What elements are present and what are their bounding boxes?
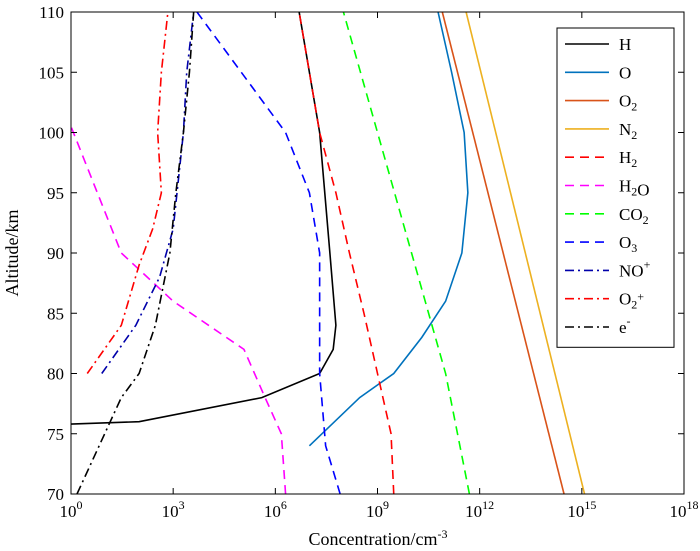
legend-label-part: NO — [619, 261, 644, 280]
x-tick-base: 10 — [465, 502, 482, 521]
series-line-2 — [441, 12, 565, 494]
legend-label-part: H — [619, 177, 631, 196]
legend-label-part: + — [644, 257, 651, 271]
legend-box — [556, 27, 675, 348]
legend-label-part: 2 — [631, 156, 637, 170]
legend-label: O2 — [619, 92, 637, 114]
legend-label: H2O — [619, 177, 650, 200]
legend-label-part: CO — [619, 205, 643, 224]
series-line-8 — [101, 12, 195, 374]
legend-label-part: O — [619, 92, 631, 111]
y-tick-label: 105 — [39, 63, 65, 82]
legend-label: O — [619, 63, 631, 82]
x-tick-base: 10 — [567, 502, 584, 521]
legend-label-part: 3 — [631, 241, 637, 255]
axes-layer: 100 103 106 109 1012 1015 10187075808590951001… — [39, 3, 699, 521]
x-tick-exponent: 6 — [281, 498, 287, 512]
x-tick-exponent: 0 — [77, 498, 83, 512]
x-tick-exponent: 9 — [383, 498, 389, 512]
legend-label-part: O — [637, 181, 649, 200]
x-tick-label: 103 — [162, 498, 185, 521]
x-axis-label: Concentration/cm-3 — [309, 527, 448, 549]
x-tick-base: 10 — [162, 502, 179, 521]
series-line-7 — [196, 12, 341, 494]
x-tick-label: 1018 — [670, 498, 699, 521]
x-tick-label: 1015 — [567, 498, 596, 521]
legend-label: N2 — [619, 120, 637, 142]
legend-label: O3 — [619, 233, 637, 255]
legend-label-part: - — [627, 314, 631, 328]
legend-label: NO+ — [619, 257, 651, 280]
y-tick-label: 85 — [47, 304, 64, 323]
x-tick-base: 10 — [60, 502, 77, 521]
legend-label: CO2 — [619, 205, 649, 227]
series-line-1 — [308, 12, 469, 447]
y-tick-label: 75 — [47, 425, 64, 444]
legend-label-part: H — [619, 148, 631, 167]
y-tick-label: 90 — [47, 244, 64, 263]
series-line-0 — [71, 12, 337, 425]
x-axis-label-text: Concentration/cm — [309, 529, 438, 549]
series-line-4 — [298, 12, 395, 494]
x-tick-label: 109 — [366, 498, 389, 521]
legend-label: e- — [619, 314, 631, 337]
legend-label-part: 2 — [631, 100, 637, 114]
y-axis-label: Altitude/km — [2, 210, 22, 297]
legend-label-part: O — [619, 290, 631, 309]
x-tick-label: 100 — [60, 498, 83, 521]
x-tick-label: 1012 — [465, 498, 494, 521]
y-tick-label: 70 — [47, 485, 64, 504]
series-line-6 — [342, 12, 471, 494]
y-tick-label: 95 — [47, 184, 64, 203]
legend-label-part: N — [619, 120, 631, 139]
x-tick-label: 106 — [264, 498, 287, 521]
legend-label-part: H — [619, 35, 631, 54]
x-tick-base: 10 — [366, 502, 383, 521]
x-axis-label-superscript: -3 — [437, 527, 447, 541]
legend-label-part: 2 — [631, 185, 637, 199]
y-tick-label: 80 — [47, 365, 64, 384]
legend-label-part: 2 — [631, 298, 637, 312]
x-tick-exponent: 3 — [179, 498, 185, 512]
legend-label-part: O — [619, 233, 631, 252]
series-line-10 — [76, 12, 195, 494]
x-tick-exponent: 15 — [584, 498, 596, 512]
legend-label: H2 — [619, 148, 637, 170]
legend-label-part: + — [637, 290, 644, 304]
x-tick-exponent: 12 — [482, 498, 494, 512]
series-layer — [71, 12, 586, 494]
x-tick-base: 10 — [670, 502, 687, 521]
x-tick-exponent: 18 — [687, 498, 699, 512]
y-tick-label: 110 — [39, 3, 64, 22]
legend-label-part: e — [619, 318, 627, 337]
legend-label: H — [619, 35, 631, 54]
series-line-5 — [71, 126, 287, 494]
series-line-3 — [465, 12, 586, 494]
legend-label-part: O — [619, 63, 631, 82]
series-line-9 — [86, 12, 169, 374]
x-tick-base: 10 — [264, 502, 281, 521]
legend-label-part: 2 — [643, 213, 649, 227]
legend-label: O2+ — [619, 290, 644, 312]
legend-label-part: 2 — [631, 128, 637, 142]
y-tick-label: 100 — [39, 124, 65, 143]
